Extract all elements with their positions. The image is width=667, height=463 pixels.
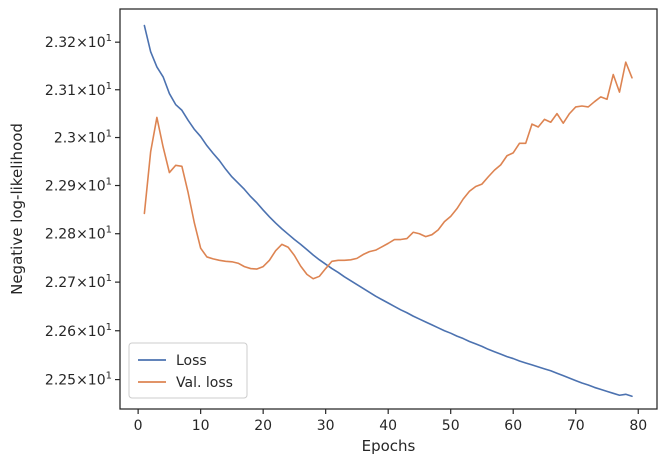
y-tick-label: 2.29×101 — [45, 177, 112, 195]
plot-lines — [143, 24, 633, 398]
y-tick-label: 2.3×101 — [54, 129, 112, 147]
x-tick-label: 60 — [504, 418, 522, 434]
x-tick-label: 50 — [442, 418, 460, 434]
y-tick-label: 2.26×101 — [45, 322, 112, 340]
x-axis-title: Epochs — [362, 437, 416, 455]
x-tick-label: 70 — [567, 418, 585, 434]
x-tick-label: 40 — [379, 418, 397, 434]
x-tick-label: 20 — [254, 418, 272, 434]
legend-box — [128, 342, 248, 399]
x-tick-label: 30 — [317, 418, 335, 434]
y-tick-label: 2.32×101 — [45, 33, 112, 51]
series-line-val-loss — [143, 61, 633, 280]
y-tick-label: 2.25×101 — [45, 371, 112, 389]
x-tick-label: 0 — [134, 418, 143, 434]
y-tick-label: 2.31×101 — [45, 81, 112, 99]
x-axis: 0 10 20 30 40 50 60 70 80 — [134, 409, 647, 434]
x-tick-label: 10 — [192, 418, 210, 434]
legend-label-loss: Loss — [176, 353, 207, 369]
series-line-loss — [143, 24, 633, 398]
legend-label-val-loss: Val. loss — [176, 375, 233, 391]
y-axis-title: Negative log-likelihood — [8, 123, 26, 295]
legend: Loss Val. loss — [128, 342, 248, 399]
y-tick-label: 2.28×101 — [45, 225, 112, 243]
y-axis: 2.25×101 2.26×101 2.27×101 2.28×101 2.29×101… — [45, 33, 120, 389]
y-tick-label: 2.27×101 — [45, 273, 112, 291]
x-tick-label: 80 — [629, 418, 647, 434]
